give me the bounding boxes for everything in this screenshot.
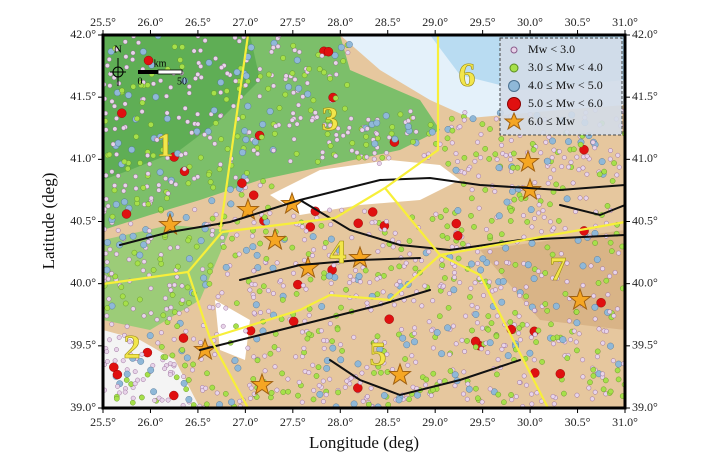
fault [559, 204, 625, 217]
zone-label: 6 [459, 57, 476, 94]
x-tick-label: 30.0° [517, 15, 543, 29]
x-tick-label: 26.5° [185, 15, 211, 29]
legend-label: 4.0 ≤ Mw < 5.0 [528, 78, 603, 92]
legend-label: Mw < 3.0 [528, 42, 575, 56]
x-tick-label: 26.0° [138, 415, 164, 429]
fault [299, 199, 625, 252]
zone-label: 1 [157, 127, 174, 164]
y-tick-label: 41.0° [70, 151, 96, 165]
y-tick-label: 40.5° [632, 213, 658, 227]
zone-label: 4 [330, 234, 347, 271]
zone-boundary [439, 254, 549, 408]
zone-label: 7 [550, 251, 567, 288]
x-tick-label: 29.0° [422, 15, 448, 29]
y-tick-label: 42.0° [632, 27, 658, 41]
x-tick-label: 25.5° [90, 415, 116, 429]
x-tick-label: 27.0° [232, 415, 258, 429]
legend-label: 6.0 ≤ Mw [528, 114, 575, 128]
scale-end: 50 [177, 76, 187, 87]
x-tick-label: 29.5° [470, 415, 496, 429]
legend-label: 3.0 ≤ Mw < 4.0 [528, 60, 603, 74]
y-tick-label: 40.0° [70, 275, 96, 289]
seismicity-dots [103, 35, 625, 408]
x-tick-label: 29.5° [470, 15, 496, 29]
y-tick-label: 41.5° [70, 89, 96, 103]
x-tick-label: 28.5° [375, 15, 401, 29]
fault [119, 176, 625, 246]
scale-bar: km 0 50 [138, 58, 188, 87]
fault [239, 257, 421, 281]
x-tick-label: 26.0° [138, 15, 164, 29]
x-tick-label: 27.0° [232, 15, 258, 29]
x-tick-label: 28.5° [375, 415, 401, 429]
x-tick-label: 28.0° [327, 15, 353, 29]
zone-boundary [218, 35, 250, 233]
x-tick-label: 29.0° [422, 415, 448, 429]
fault [329, 359, 521, 397]
y-tick-label: 41.0° [632, 151, 658, 165]
x-tick-label: 26.5° [185, 415, 211, 429]
x-tick-label: 28.0° [327, 415, 353, 429]
y-tick-label: 39.5° [632, 338, 658, 352]
north-arrow: N [110, 44, 126, 86]
y-tick-label: 39.0° [70, 400, 96, 414]
legend: Mw < 3.0 3.0 ≤ Mw < 4.0 4.0 ≤ Mw < 5.0 5… [499, 37, 623, 136]
fault [199, 289, 431, 351]
x-tick-label: 30.0° [517, 415, 543, 429]
x-tick-label: 30.5° [565, 15, 591, 29]
x-tick-label: 31.0° [612, 415, 638, 429]
x-tick-label: 31.0° [612, 15, 638, 29]
y-tick-label: 40.0° [632, 275, 658, 289]
y-tick-label: 39.0° [632, 400, 658, 414]
scale-start: 0 [138, 76, 143, 87]
zone-boundary [209, 254, 441, 340]
scale-unit: km [154, 58, 167, 69]
north-label: N [114, 44, 122, 56]
x-tick-label: 25.5° [90, 15, 116, 29]
x-axis-title: Longitude (deg) [309, 433, 419, 452]
y-tick-label: 41.5° [632, 89, 658, 103]
y-tick-label: 42.0° [70, 27, 96, 41]
x-tick-label: 30.5° [565, 415, 591, 429]
y-axis-title: Latitude (deg) [39, 173, 58, 270]
y-tick-label: 40.5° [70, 213, 96, 227]
legend-label: 5.0 ≤ Mw < 6.0 [528, 96, 603, 110]
y-tick-label: 39.5° [70, 338, 96, 352]
zone-label: 3 [322, 101, 339, 138]
axes: 25.5° 25.5° 26.0° 26.0° 26.5° 26.5° 27.0° 27.0°… [70, 15, 658, 429]
zone-label: 5 [370, 336, 387, 373]
x-tick-label: 27.5° [280, 415, 306, 429]
zone-label: 2 [124, 329, 141, 366]
x-tick-label: 27.5° [280, 15, 306, 29]
